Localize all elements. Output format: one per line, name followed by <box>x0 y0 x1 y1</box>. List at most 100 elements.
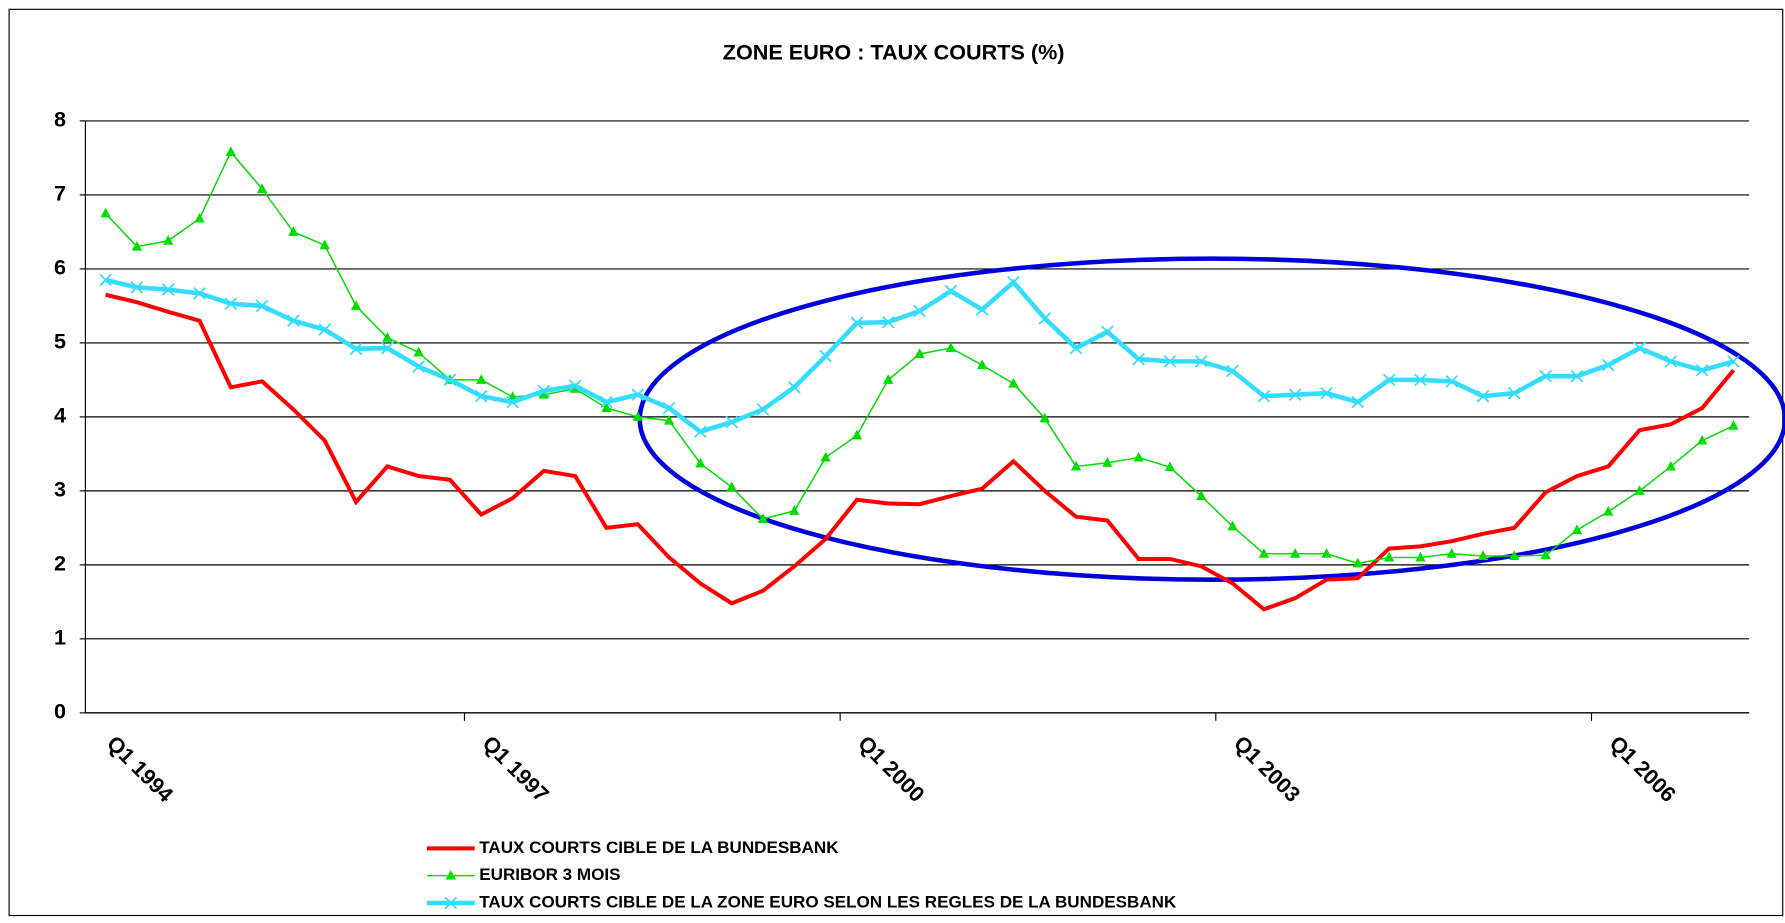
marker <box>695 457 706 468</box>
marker <box>1133 451 1144 462</box>
marker <box>443 373 457 387</box>
marker <box>601 402 612 412</box>
y-tick-label: 0 <box>54 699 66 724</box>
marker <box>1196 490 1207 501</box>
marker <box>820 451 831 462</box>
marker <box>194 212 205 223</box>
marker <box>1290 548 1301 558</box>
marker <box>788 380 801 394</box>
legend-marker <box>445 869 456 880</box>
marker <box>913 304 926 318</box>
y-tick-label: 3 <box>54 477 66 502</box>
marker <box>161 283 175 296</box>
marker <box>1728 420 1739 430</box>
marker <box>131 240 143 251</box>
marker <box>1008 377 1019 388</box>
marker <box>694 425 707 438</box>
marker <box>1163 355 1177 368</box>
marker <box>757 513 769 523</box>
marker <box>1227 520 1238 531</box>
marker <box>1258 548 1270 558</box>
marker <box>225 146 236 156</box>
marker <box>1665 460 1676 471</box>
marker <box>1477 550 1489 560</box>
marker <box>1509 550 1520 560</box>
marker <box>255 299 269 313</box>
marker <box>632 411 643 421</box>
marker <box>883 374 894 384</box>
marker <box>381 341 394 355</box>
marker <box>1226 364 1239 378</box>
marker <box>1384 551 1395 562</box>
marker <box>600 395 613 409</box>
marker <box>1540 549 1551 560</box>
marker <box>1570 369 1584 383</box>
marker <box>851 429 863 440</box>
marker <box>412 360 425 373</box>
marker <box>130 281 144 294</box>
marker <box>1070 460 1082 471</box>
marker <box>1038 312 1052 325</box>
marker <box>349 342 363 356</box>
marker <box>662 401 676 415</box>
marker <box>1695 363 1709 377</box>
legend-label: EURIBOR 3 MOIS <box>479 865 620 884</box>
marker <box>1603 505 1614 516</box>
legend-label: TAUX COURTS CIBLE DE LA ZONE EURO SELON … <box>479 892 1177 911</box>
y-tick-label: 7 <box>54 181 66 206</box>
chart-title: ZONE EURO : TAUX COURTS (%) <box>723 39 1065 64</box>
marker <box>568 379 582 393</box>
marker <box>819 349 832 363</box>
marker <box>1601 358 1615 372</box>
marker <box>1039 412 1050 423</box>
marker <box>163 235 174 245</box>
marker <box>977 359 988 370</box>
marker <box>413 346 424 357</box>
marker <box>538 388 549 399</box>
marker <box>1164 461 1176 472</box>
marker <box>1382 373 1396 387</box>
marker <box>726 481 737 492</box>
marker <box>1101 325 1114 339</box>
marker <box>1132 352 1145 366</box>
marker <box>1320 386 1333 400</box>
marker <box>1571 524 1583 535</box>
marker <box>789 505 800 515</box>
marker <box>1352 557 1363 568</box>
marker <box>100 207 111 218</box>
marker <box>506 395 519 409</box>
marker <box>287 314 300 327</box>
marker <box>256 183 268 193</box>
marker <box>944 284 958 298</box>
marker <box>1633 341 1646 355</box>
marker <box>318 323 332 336</box>
marker <box>319 239 330 250</box>
marker <box>914 348 925 358</box>
marker <box>474 389 488 403</box>
marker <box>1476 389 1490 403</box>
marker <box>1697 434 1708 445</box>
y-tick-label: 2 <box>54 551 66 576</box>
marker <box>945 342 956 353</box>
marker <box>1007 275 1020 289</box>
marker <box>725 415 738 429</box>
marker <box>1102 457 1113 467</box>
marker <box>224 297 238 310</box>
marker <box>537 384 551 398</box>
marker <box>1634 485 1645 495</box>
marker <box>476 374 487 384</box>
marker <box>288 226 299 236</box>
marker <box>881 315 895 329</box>
marker <box>1257 389 1271 403</box>
y-tick-label: 8 <box>54 107 66 132</box>
y-tick-label: 4 <box>54 403 66 428</box>
marker <box>631 388 645 401</box>
legend-marker <box>444 896 458 910</box>
marker <box>1414 373 1427 387</box>
series-line <box>105 292 1736 612</box>
marker <box>193 287 206 300</box>
marker <box>756 403 770 416</box>
marker <box>1415 551 1426 562</box>
chart-frame <box>8 8 1784 917</box>
y-tick-label: 6 <box>54 255 66 280</box>
